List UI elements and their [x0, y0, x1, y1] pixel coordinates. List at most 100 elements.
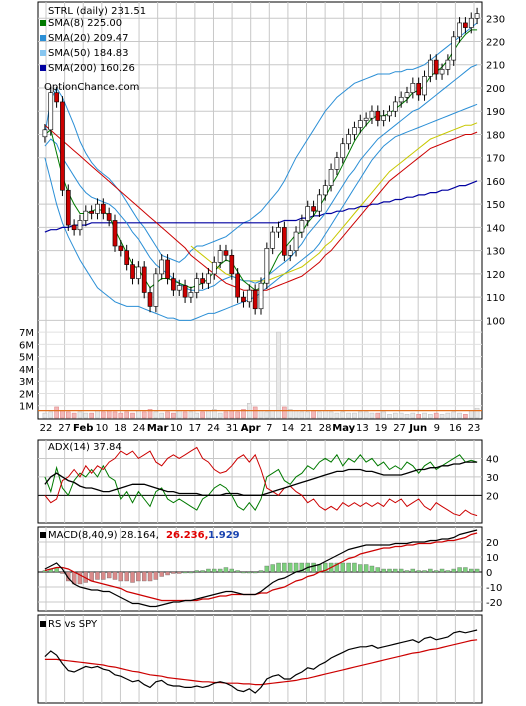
legend-entry-2: SMA(50) 184.83 — [48, 48, 129, 59]
volume-bar — [206, 410, 211, 419]
volume-bar — [404, 414, 410, 419]
macd-histogram-bar — [206, 568, 211, 573]
x-tick-label: 23 — [468, 423, 481, 434]
candle-body — [474, 13, 480, 19]
macd-tick-label: 10 — [486, 553, 499, 564]
x-tick-label: Feb — [73, 423, 93, 434]
candle-body — [282, 227, 287, 256]
volume-bar — [176, 410, 182, 419]
macd-histogram-bar — [165, 571, 170, 576]
adx-minus-di-line — [44, 446, 478, 517]
rs-legend-swatch — [40, 621, 46, 627]
adx-label: ADX(14) 37.84 — [48, 442, 122, 453]
candle-body — [171, 278, 176, 291]
candle-body — [153, 273, 159, 307]
candle-body — [439, 69, 445, 75]
candle-body — [299, 220, 305, 233]
volume-bar — [468, 410, 474, 419]
volume-bar — [369, 412, 375, 419]
candle-body — [357, 120, 363, 128]
macd-histogram-bar — [200, 570, 205, 573]
candle-body — [54, 92, 59, 103]
rs-panel-frame — [37, 614, 483, 704]
volume-bar — [282, 406, 287, 419]
candle-body — [100, 203, 106, 214]
volume-bar — [65, 411, 71, 419]
macd-legend-swatch-macd — [40, 532, 46, 538]
x-tick-label: 14 — [282, 423, 295, 434]
macd-tick-label: 0 — [486, 568, 492, 579]
price-tick-label: 120 — [486, 270, 505, 281]
macd-histogram-bar — [153, 571, 159, 580]
volume-bar — [311, 410, 316, 419]
macd-histogram-bar — [194, 570, 199, 573]
macd-histogram-bar — [252, 571, 258, 574]
volume-bar — [48, 411, 54, 419]
candle-body — [293, 231, 299, 251]
candle-body — [65, 189, 71, 226]
volume-bar — [106, 410, 112, 419]
candle-body — [410, 83, 416, 93]
candle-body — [252, 289, 258, 310]
price-tick-label: 190 — [486, 107, 505, 118]
candle-body — [188, 292, 194, 298]
volume-tick-label: 1M — [19, 402, 34, 413]
volume-bar — [276, 331, 281, 419]
volume-bar — [165, 411, 170, 419]
volume-bar — [410, 412, 416, 419]
volume-bar — [398, 412, 404, 419]
volume-bar — [252, 406, 258, 419]
volume-bar — [217, 412, 223, 419]
candle-body — [60, 101, 65, 191]
volume-bar — [375, 412, 381, 419]
macd-histogram-bar — [474, 568, 480, 573]
volume-bar — [293, 410, 299, 419]
candle-body — [89, 210, 94, 214]
adx-tick-label: 30 — [486, 473, 499, 484]
x-tick-label: 13 — [356, 423, 369, 434]
volume-bar — [416, 414, 421, 419]
price-panel-frame — [37, 1, 483, 420]
candle-body — [381, 115, 386, 121]
x-tick-label: 24 — [207, 423, 220, 434]
volume-bar — [357, 411, 363, 419]
macd-histogram-bar — [106, 571, 112, 579]
volume-bar — [136, 410, 141, 419]
rs-line — [44, 629, 478, 694]
price-tick-label: 100 — [486, 316, 505, 327]
volume-bar — [381, 411, 386, 419]
volume-tick-label: 6M — [19, 340, 34, 351]
volume-bar — [340, 411, 346, 419]
volume-bar — [433, 412, 439, 419]
volume-bar — [188, 411, 194, 419]
macd-histogram-bar — [416, 570, 421, 573]
macd-histogram-bar — [282, 562, 287, 573]
macd-histogram-bar — [457, 567, 462, 573]
x-tick-label: 27 — [393, 423, 406, 434]
candle-body — [287, 250, 293, 256]
volume-bar — [147, 409, 153, 419]
candle-body — [422, 76, 427, 96]
macd-histogram-bar — [77, 571, 83, 585]
x-tick-label: 21 — [300, 423, 313, 434]
volume-bar — [118, 412, 124, 419]
candle-body — [457, 22, 462, 38]
macd-histogram-bar — [393, 568, 398, 573]
macd-histogram-bar — [95, 571, 100, 580]
candle-body — [328, 169, 334, 186]
price-tick-label: 180 — [486, 130, 505, 141]
macd-line — [44, 529, 478, 608]
candle-body — [375, 110, 381, 121]
volume-tick-label: 4M — [19, 365, 34, 376]
macd-histogram-bar — [147, 571, 153, 582]
candle-body — [428, 59, 433, 77]
macd-histogram-bar — [66, 571, 71, 582]
candle-body — [392, 101, 398, 112]
legend-swatch-2 — [40, 50, 46, 56]
macd-histogram-bar — [130, 571, 135, 583]
x-tick-label: 31 — [226, 423, 239, 434]
macd-histogram-bar — [142, 571, 147, 582]
volume-bar — [270, 410, 275, 419]
candle-body — [235, 273, 240, 298]
